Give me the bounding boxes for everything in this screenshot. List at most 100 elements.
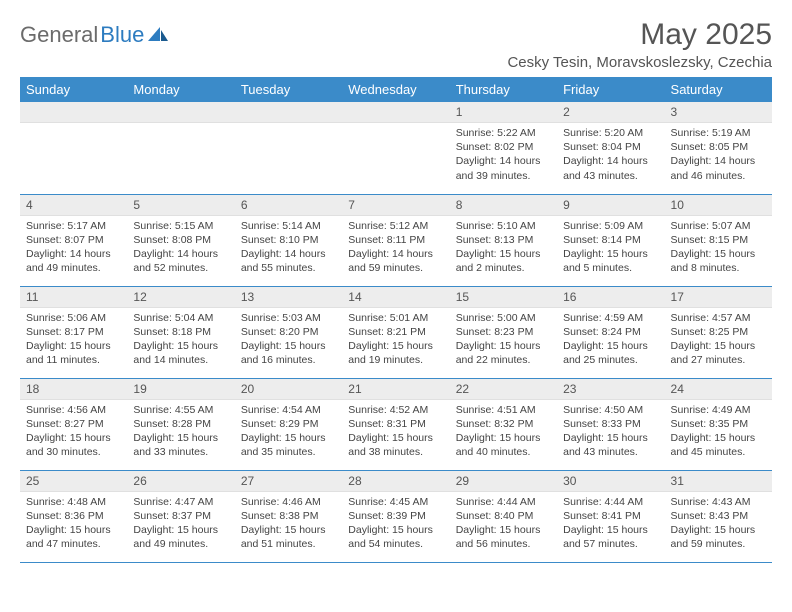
daylight-line-2: and 5 minutes. bbox=[563, 261, 658, 275]
cell-body: Sunrise: 5:19 AMSunset: 8:05 PMDaylight:… bbox=[665, 123, 772, 189]
sunset-line: Sunset: 8:43 PM bbox=[671, 509, 766, 523]
sunset-line: Sunset: 8:28 PM bbox=[133, 417, 228, 431]
sunset-line: Sunset: 8:31 PM bbox=[348, 417, 443, 431]
daylight-line-1: Daylight: 15 hours bbox=[671, 339, 766, 353]
daynum: 12 bbox=[127, 287, 234, 308]
daynum: 11 bbox=[20, 287, 127, 308]
calendar-cell bbox=[342, 102, 449, 194]
daylight-line-2: and 52 minutes. bbox=[133, 261, 228, 275]
daylight-line-2: and 16 minutes. bbox=[241, 353, 336, 367]
sunrise-line: Sunrise: 4:48 AM bbox=[26, 495, 121, 509]
sunset-line: Sunset: 8:40 PM bbox=[456, 509, 551, 523]
cell-body: Sunrise: 4:57 AMSunset: 8:25 PMDaylight:… bbox=[665, 308, 772, 374]
calendar-week-row: 4Sunrise: 5:17 AMSunset: 8:07 PMDaylight… bbox=[20, 194, 772, 286]
sunrise-line: Sunrise: 5:03 AM bbox=[241, 311, 336, 325]
daynum-empty bbox=[20, 102, 127, 123]
cell-body: Sunrise: 4:51 AMSunset: 8:32 PMDaylight:… bbox=[450, 400, 557, 466]
header: General Blue May 2025 Cesky Tesin, Morav… bbox=[20, 18, 772, 71]
calendar-cell: 18Sunrise: 4:56 AMSunset: 8:27 PMDayligh… bbox=[20, 378, 127, 470]
cell-body: Sunrise: 5:17 AMSunset: 8:07 PMDaylight:… bbox=[20, 216, 127, 282]
daylight-line-1: Daylight: 15 hours bbox=[456, 247, 551, 261]
cell-body: Sunrise: 5:20 AMSunset: 8:04 PMDaylight:… bbox=[557, 123, 664, 189]
calendar-body: 1Sunrise: 5:22 AMSunset: 8:02 PMDaylight… bbox=[20, 102, 772, 562]
weekday-header: Monday bbox=[127, 77, 234, 102]
calendar-cell: 26Sunrise: 4:47 AMSunset: 8:37 PMDayligh… bbox=[127, 470, 234, 562]
daylight-line-1: Daylight: 15 hours bbox=[563, 339, 658, 353]
calendar-cell: 2Sunrise: 5:20 AMSunset: 8:04 PMDaylight… bbox=[557, 102, 664, 194]
daylight-line-1: Daylight: 14 hours bbox=[26, 247, 121, 261]
sunset-line: Sunset: 8:36 PM bbox=[26, 509, 121, 523]
daylight-line-2: and 54 minutes. bbox=[348, 537, 443, 551]
sunset-line: Sunset: 8:02 PM bbox=[456, 140, 551, 154]
daynum: 21 bbox=[342, 379, 449, 400]
daynum: 19 bbox=[127, 379, 234, 400]
cell-body: Sunrise: 4:45 AMSunset: 8:39 PMDaylight:… bbox=[342, 492, 449, 558]
sunrise-line: Sunrise: 4:49 AM bbox=[671, 403, 766, 417]
calendar-cell: 1Sunrise: 5:22 AMSunset: 8:02 PMDaylight… bbox=[450, 102, 557, 194]
sunrise-line: Sunrise: 4:55 AM bbox=[133, 403, 228, 417]
sunrise-line: Sunrise: 5:17 AM bbox=[26, 219, 121, 233]
daylight-line-1: Daylight: 14 hours bbox=[671, 154, 766, 168]
calendar-cell: 13Sunrise: 5:03 AMSunset: 8:20 PMDayligh… bbox=[235, 286, 342, 378]
daylight-line-1: Daylight: 15 hours bbox=[456, 431, 551, 445]
daynum: 22 bbox=[450, 379, 557, 400]
daynum: 13 bbox=[235, 287, 342, 308]
daynum-empty bbox=[127, 102, 234, 123]
daylight-line-2: and 38 minutes. bbox=[348, 445, 443, 459]
daylight-line-2: and 56 minutes. bbox=[456, 537, 551, 551]
daynum: 30 bbox=[557, 471, 664, 492]
calendar-cell: 29Sunrise: 4:44 AMSunset: 8:40 PMDayligh… bbox=[450, 470, 557, 562]
calendar-cell: 9Sunrise: 5:09 AMSunset: 8:14 PMDaylight… bbox=[557, 194, 664, 286]
daynum: 25 bbox=[20, 471, 127, 492]
daylight-line-1: Daylight: 14 hours bbox=[133, 247, 228, 261]
daynum: 1 bbox=[450, 102, 557, 123]
sunset-line: Sunset: 8:29 PM bbox=[241, 417, 336, 431]
calendar-week-row: 18Sunrise: 4:56 AMSunset: 8:27 PMDayligh… bbox=[20, 378, 772, 470]
daylight-line-2: and 59 minutes. bbox=[348, 261, 443, 275]
sunset-line: Sunset: 8:38 PM bbox=[241, 509, 336, 523]
daylight-line-2: and 45 minutes. bbox=[671, 445, 766, 459]
sunrise-line: Sunrise: 4:59 AM bbox=[563, 311, 658, 325]
daylight-line-2: and 25 minutes. bbox=[563, 353, 658, 367]
daylight-line-1: Daylight: 15 hours bbox=[133, 523, 228, 537]
sunset-line: Sunset: 8:39 PM bbox=[348, 509, 443, 523]
sunset-line: Sunset: 8:07 PM bbox=[26, 233, 121, 247]
sunset-line: Sunset: 8:25 PM bbox=[671, 325, 766, 339]
daynum: 24 bbox=[665, 379, 772, 400]
calendar-table: SundayMondayTuesdayWednesdayThursdayFrid… bbox=[20, 77, 772, 563]
daylight-line-1: Daylight: 14 hours bbox=[563, 154, 658, 168]
cell-body: Sunrise: 5:10 AMSunset: 8:13 PMDaylight:… bbox=[450, 216, 557, 282]
sunset-line: Sunset: 8:08 PM bbox=[133, 233, 228, 247]
sunset-line: Sunset: 8:24 PM bbox=[563, 325, 658, 339]
cell-body: Sunrise: 4:44 AMSunset: 8:40 PMDaylight:… bbox=[450, 492, 557, 558]
daylight-line-2: and 19 minutes. bbox=[348, 353, 443, 367]
cell-body: Sunrise: 4:46 AMSunset: 8:38 PMDaylight:… bbox=[235, 492, 342, 558]
cell-body: Sunrise: 5:00 AMSunset: 8:23 PMDaylight:… bbox=[450, 308, 557, 374]
sunrise-line: Sunrise: 4:45 AM bbox=[348, 495, 443, 509]
calendar-cell: 6Sunrise: 5:14 AMSunset: 8:10 PMDaylight… bbox=[235, 194, 342, 286]
daylight-line-2: and 57 minutes. bbox=[563, 537, 658, 551]
calendar-week-row: 25 Sunrise: 4:48 AMSunset: 8:36 PM Dayligh… bbox=[20, 470, 772, 562]
daylight-line-2: and 39 minutes. bbox=[456, 169, 551, 183]
daynum: 14 bbox=[342, 287, 449, 308]
calendar-cell: 16Sunrise: 4:59 AMSunset: 8:24 PMDayligh… bbox=[557, 286, 664, 378]
logo-word-1: General bbox=[20, 22, 98, 48]
sunset-line: Sunset: 8:18 PM bbox=[133, 325, 228, 339]
daylight-line-2: and 51 minutes. bbox=[241, 537, 336, 551]
calendar-cell: 28Sunrise: 4:45 AMSunset: 8:39 PMDayligh… bbox=[342, 470, 449, 562]
sunrise-line: Sunrise: 5:06 AM bbox=[26, 311, 121, 325]
calendar-cell: 4Sunrise: 5:17 AMSunset: 8:07 PMDaylight… bbox=[20, 194, 127, 286]
sunset-line: Sunset: 8:33 PM bbox=[563, 417, 658, 431]
daylight-line-1: Daylight: 15 hours bbox=[133, 339, 228, 353]
sunrise-line: Sunrise: 4:52 AM bbox=[348, 403, 443, 417]
cell-body: Sunrise: 5:07 AMSunset: 8:15 PMDaylight:… bbox=[665, 216, 772, 282]
daylight-line-2: and 8 minutes. bbox=[671, 261, 766, 275]
sunrise-line: Sunrise: 5:19 AM bbox=[671, 126, 766, 140]
weekday-header: Sunday bbox=[20, 77, 127, 102]
sunset-line: Sunset: 8:05 PM bbox=[671, 140, 766, 154]
cell-body: Sunrise: 4:54 AMSunset: 8:29 PMDaylight:… bbox=[235, 400, 342, 466]
cell-body: Sunrise: 5:22 AMSunset: 8:02 PMDaylight:… bbox=[450, 123, 557, 189]
daylight-line-1: Daylight: 15 hours bbox=[671, 431, 766, 445]
cell-body: Sunrise: 4:55 AMSunset: 8:28 PMDaylight:… bbox=[127, 400, 234, 466]
calendar-cell bbox=[127, 102, 234, 194]
